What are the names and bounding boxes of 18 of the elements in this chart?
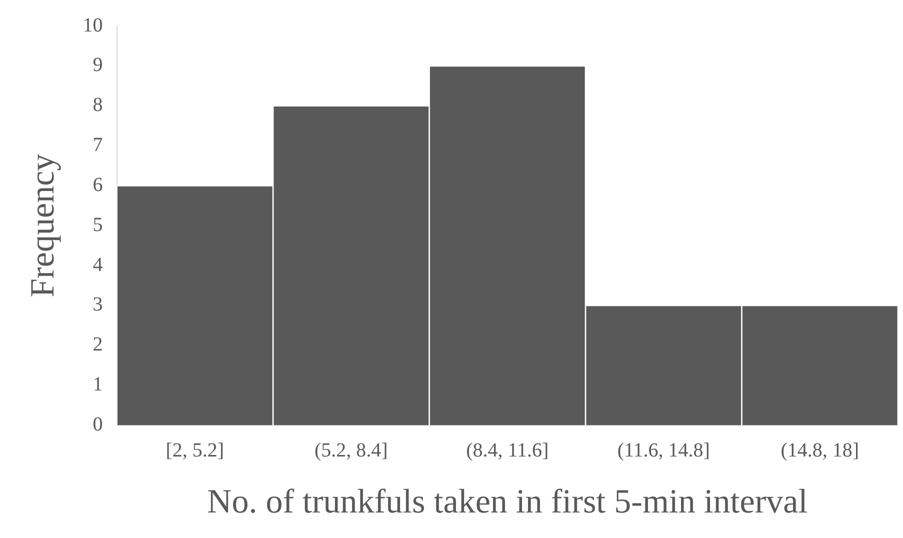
x-tick-label: (5.2, 8.4] — [314, 439, 388, 462]
y-tick-label: 6 — [92, 174, 103, 196]
y-tick-label: 5 — [92, 214, 103, 236]
y-axis-title: Frequency — [24, 154, 62, 298]
y-tick-label: 8 — [92, 94, 103, 116]
y-tick-label: 3 — [92, 294, 103, 316]
x-tick-label: (11.6, 14.8] — [617, 439, 710, 462]
y-tick-label: 2 — [92, 334, 103, 356]
y-tick-label: 4 — [92, 254, 103, 276]
y-tick-label: 1 — [92, 374, 103, 396]
x-tick-label: (8.4, 11.6] — [466, 439, 549, 462]
x-axis-title: No. of trunkfuls taken in first 5-min interval — [207, 484, 808, 521]
y-tick-label: 10 — [82, 14, 103, 36]
y-tick-label: 7 — [92, 134, 103, 156]
y-tick-label: 0 — [92, 413, 103, 436]
x-tick-label: [2, 5.2] — [166, 439, 224, 462]
y-tick-label: 9 — [92, 54, 103, 76]
x-tick-label: (14.8, 18] — [780, 439, 860, 462]
